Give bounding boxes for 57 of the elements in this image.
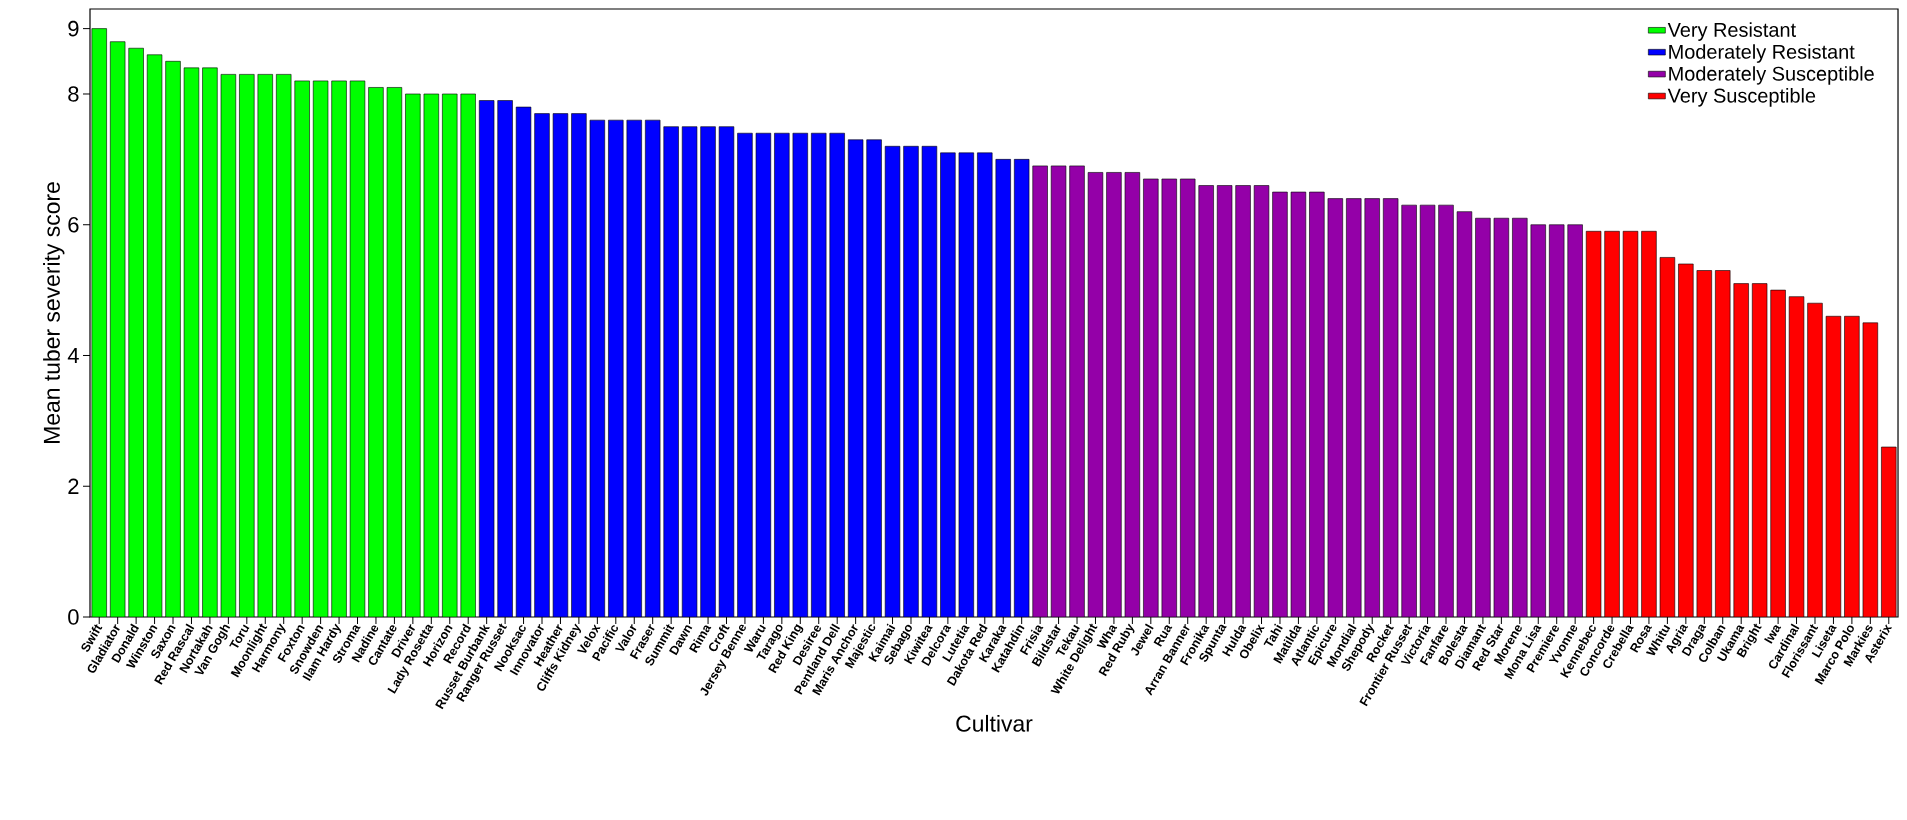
- y-tick-label: 2: [68, 478, 79, 494]
- bar: [1567, 224, 1583, 617]
- bar: [1235, 185, 1251, 617]
- bar: [608, 119, 624, 617]
- y-tick-label: 4: [67, 347, 79, 364]
- bar: [1807, 302, 1823, 617]
- bar: [1641, 230, 1657, 617]
- bar: [1475, 217, 1491, 617]
- bar: [1678, 263, 1694, 617]
- bar: [1143, 178, 1159, 617]
- bar: [1069, 165, 1085, 617]
- bar: [1401, 204, 1417, 617]
- y-tick-label: 9: [68, 20, 79, 37]
- bar: [1106, 172, 1122, 617]
- bar: [940, 152, 956, 617]
- bar: [534, 113, 550, 617]
- bar: [1512, 217, 1528, 617]
- bar: [1604, 230, 1620, 617]
- bar: [663, 126, 679, 617]
- x-axis-title: Cultivar: [956, 714, 1033, 732]
- bar: [571, 113, 587, 617]
- bar: [294, 80, 310, 617]
- bar: [331, 80, 347, 617]
- y-tick-label: 6: [68, 216, 79, 233]
- bar: [1272, 191, 1288, 617]
- bar: [91, 28, 107, 617]
- bar: [1770, 289, 1786, 617]
- bar: [1198, 185, 1214, 617]
- bar: [239, 74, 255, 617]
- bar: [737, 132, 753, 617]
- bar: [1438, 204, 1454, 617]
- legend-label: Moderately Resistant: [1669, 44, 1855, 63]
- bar: [202, 67, 218, 617]
- bar: [1733, 283, 1749, 617]
- bar: [700, 126, 716, 617]
- bar: [165, 61, 181, 617]
- legend-label: Moderately Susceptible: [1669, 66, 1874, 85]
- legend-label: Very Susceptible: [1667, 88, 1816, 107]
- bar: [1364, 198, 1380, 617]
- bar: [368, 87, 384, 617]
- y-tick-label: 0: [68, 609, 79, 625]
- y-axis-title: Mean tuber severity score: [43, 182, 65, 443]
- bar: [866, 139, 882, 617]
- bar: [774, 132, 790, 617]
- bar: [1032, 165, 1048, 617]
- bar: [1309, 191, 1325, 617]
- legend-label: Very Resistant: [1667, 22, 1796, 41]
- bar: [460, 93, 476, 617]
- bar: [497, 100, 513, 617]
- bar: [903, 145, 919, 617]
- bar: [405, 93, 421, 617]
- bar: [1881, 446, 1897, 617]
- y-tick-label: 8: [68, 86, 79, 102]
- bar: [128, 47, 144, 617]
- bar: [829, 132, 845, 617]
- bar: [1844, 315, 1860, 617]
- bar: [977, 152, 993, 617]
